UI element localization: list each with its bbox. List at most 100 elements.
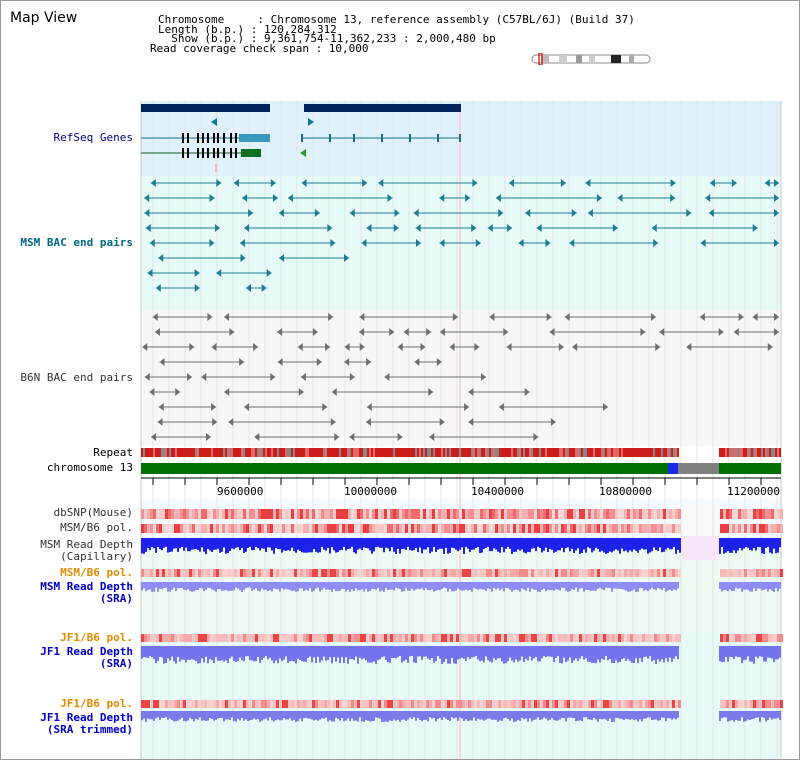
heatmap-cell: [630, 524, 633, 533]
track-label-msm-b6-pol-sra: MSM/B6 pol.: [60, 566, 133, 579]
depth-bar: [589, 646, 591, 662]
gene-exon: [207, 133, 209, 143]
depth-bar: [547, 646, 549, 657]
heatmap-cell: [498, 509, 501, 519]
depth-bar: [473, 582, 475, 588]
heatmap-cell: [426, 634, 429, 642]
heatmap-cell: [171, 524, 174, 533]
depth-bar: [745, 711, 747, 721]
depth-bar: [735, 711, 737, 721]
depth-bar: [169, 582, 171, 592]
depth-bar: [225, 538, 227, 554]
depth-bar: [757, 582, 759, 589]
depth-bar: [755, 646, 757, 657]
heatmap-cell: [207, 509, 210, 519]
depth-bar: [433, 582, 435, 592]
depth-bar: [477, 538, 479, 548]
depth-bar: [727, 538, 729, 552]
repeat-block: [413, 448, 415, 457]
heatmap-cell: [525, 634, 528, 642]
heatmap-cell: [195, 634, 198, 642]
repeat-block: [367, 448, 369, 457]
depth-bar: [237, 538, 239, 548]
heatmap-cell: [351, 700, 354, 708]
depth-bar: [627, 538, 629, 553]
depth-bar: [281, 538, 283, 553]
heatmap-cell: [606, 569, 609, 577]
depth-bar: [177, 711, 179, 721]
heatmap-cell: [282, 700, 285, 708]
repeat-block: [141, 448, 143, 457]
depth-bar: [397, 538, 399, 549]
repeat-block: [509, 448, 511, 457]
heatmap-cell: [273, 700, 276, 708]
heatmap-cell: [369, 524, 372, 533]
depth-bar: [671, 582, 673, 592]
heatmap-cell: [156, 509, 159, 519]
repeat-block: [567, 448, 569, 457]
depth-bar: [327, 711, 329, 722]
depth-bar: [405, 538, 407, 550]
depth-bar: [157, 538, 159, 548]
heatmap-cell: [654, 634, 657, 642]
heatmap-cell: [183, 509, 186, 519]
repeat-block: [523, 448, 525, 457]
repeat-block: [307, 448, 309, 457]
depth-bar: [399, 582, 401, 590]
repeat-block: [635, 448, 637, 457]
heatmap-cell: [735, 524, 738, 533]
heatmap-cell: [570, 569, 573, 577]
repeat-block: [645, 448, 647, 457]
depth-bar: [333, 711, 335, 722]
heatmap-cell: [375, 509, 378, 519]
heatmap-cell: [447, 509, 450, 519]
depth-bar: [335, 582, 337, 592]
heatmap-cell: [195, 569, 198, 577]
depth-bar: [361, 711, 363, 722]
heatmap-cell: [726, 569, 729, 577]
track-label-msm-b6-pol: MSM/B6 pol.: [60, 521, 133, 534]
depth-bar: [513, 711, 515, 722]
depth-bar: [535, 538, 537, 552]
depth-bar: [381, 646, 383, 658]
heatmap-cell: [627, 524, 630, 533]
depth-bar: [291, 646, 293, 661]
repeat-block: [519, 448, 521, 457]
depth-bar: [257, 646, 259, 658]
heatmap-cell: [546, 524, 549, 533]
heatmap-cell: [531, 524, 534, 533]
depth-bar: [323, 538, 325, 550]
heatmap-cell: [441, 634, 444, 642]
heatmap-cell: [765, 509, 768, 519]
depth-bar: [497, 538, 499, 552]
depth-bar: [631, 711, 633, 719]
repeat-block: [287, 448, 289, 457]
heatmap-cell: [192, 509, 195, 519]
heatmap-cell: [432, 509, 435, 519]
depth-bar: [779, 538, 781, 548]
depth-bar: [227, 711, 229, 720]
bac-end-marker: [709, 179, 715, 187]
depth-bar: [409, 646, 411, 657]
repeat-block: [465, 448, 467, 457]
repeat-block: [531, 448, 533, 457]
heatmap-cell: [519, 700, 522, 708]
depth-bar: [457, 538, 459, 552]
depth-bar: [519, 646, 521, 661]
depth-bar: [295, 582, 297, 592]
heatmap-cell: [288, 634, 291, 642]
depth-bar: [341, 646, 343, 658]
heatmap-cell: [402, 509, 405, 519]
repeat-block: [445, 448, 447, 457]
repeat-block: [501, 448, 503, 457]
heatmap-cell: [420, 634, 423, 642]
heatmap-cell: [444, 524, 447, 533]
bac-end-marker: [359, 328, 365, 336]
heatmap-cell: [222, 569, 225, 577]
heatmap-cell: [303, 509, 306, 519]
depth-bar: [345, 538, 347, 551]
chromosome-ideogram[interactable]: [531, 53, 655, 65]
heatmap-cell: [381, 700, 384, 708]
depth-bar: [555, 646, 557, 658]
